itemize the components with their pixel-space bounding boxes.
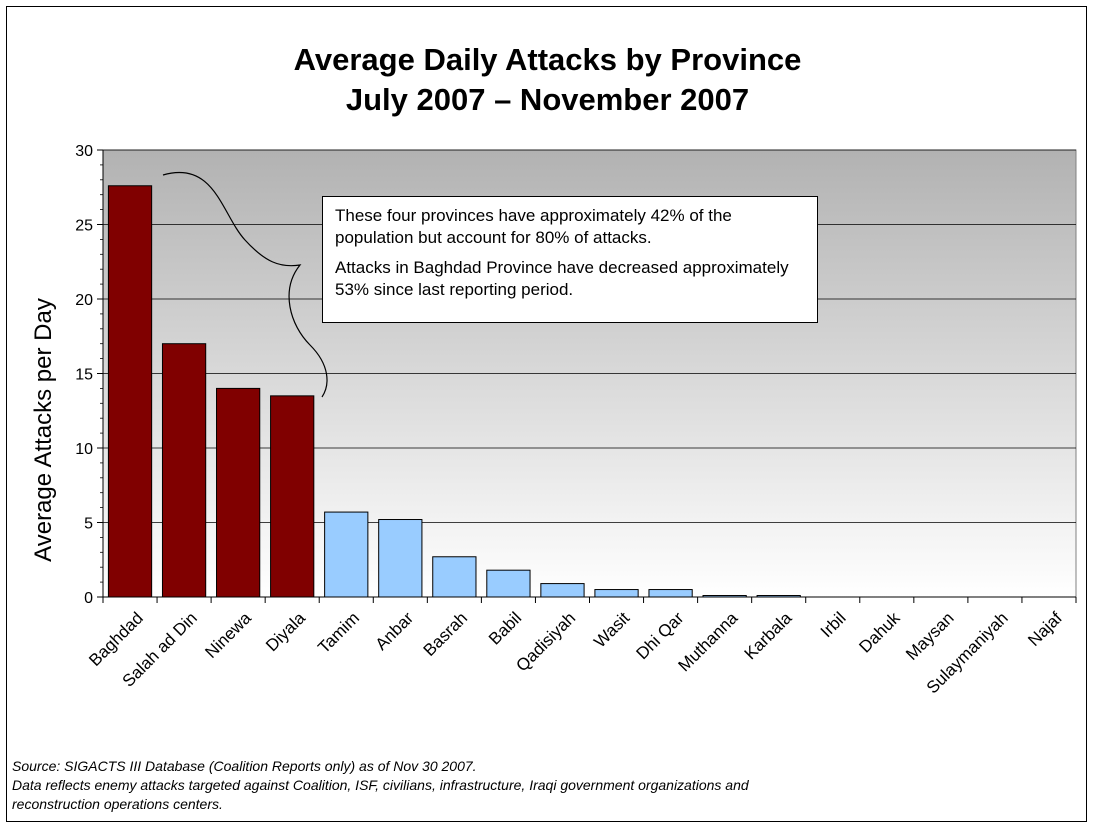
callout-brace xyxy=(162,172,328,398)
x-tick-label: Muthanna xyxy=(675,608,742,675)
y-tick-label: 5 xyxy=(84,516,93,533)
x-tick-label: Dahuk xyxy=(855,608,904,657)
y-tick-label: 30 xyxy=(75,143,93,160)
annotation-box: These four provinces have approximately … xyxy=(322,196,818,323)
y-tick-label: 10 xyxy=(75,441,93,458)
bar-diyala xyxy=(270,395,315,598)
x-tick-label: Anbar xyxy=(372,608,418,654)
x-tick-label: Babil xyxy=(485,608,525,648)
bar-babil xyxy=(486,569,531,598)
bar-dhi-qar xyxy=(648,589,693,598)
x-tick-label: Karbala xyxy=(741,608,796,663)
y-tick-label: 25 xyxy=(75,218,93,235)
annotation-line-1: These four provinces have approximately … xyxy=(335,206,732,247)
bar-baghdad xyxy=(107,185,153,598)
x-tick-label: Irbil xyxy=(817,608,850,641)
x-tick-label: Basrah xyxy=(420,608,472,660)
x-tick-label: Tamim xyxy=(314,608,363,657)
y-tick-label: 0 xyxy=(84,590,93,607)
bar-tamim xyxy=(324,511,369,598)
annotation-line-2: Attacks in Baghdad Province have decreas… xyxy=(335,258,789,299)
chart-title: Average Daily Attacks by Province xyxy=(293,42,802,77)
bar-anbar xyxy=(378,519,423,598)
y-tick-label: 20 xyxy=(75,292,93,309)
data-note-line-2: reconstruction operations centers. xyxy=(12,796,223,812)
source-note: Source: SIGACTS III Database (Coalition … xyxy=(12,758,477,774)
x-tick-label: Najaf xyxy=(1024,608,1066,650)
y-axis-label: Average Attacks per Day xyxy=(30,298,57,562)
chart-subtitle: July 2007 – November 2007 xyxy=(345,82,750,117)
bar-ninewa xyxy=(216,387,261,598)
x-tick-label: Maysan xyxy=(902,608,958,664)
x-tick-label: Wasit xyxy=(590,608,633,651)
x-tick-label: Qadisiyah xyxy=(512,608,579,675)
data-note-line-1: Data reflects enemy attacks targeted aga… xyxy=(12,777,749,793)
bar-basrah xyxy=(432,556,477,598)
x-tick-label: Ninewa xyxy=(201,608,255,662)
bar-qadisiyah xyxy=(540,583,585,598)
x-tick-label: Diyala xyxy=(262,608,309,655)
y-tick-label: 15 xyxy=(75,367,93,384)
bar-wasit xyxy=(594,589,639,598)
x-tick-label: Dhi Qar xyxy=(633,608,688,663)
bar-salah-ad-din xyxy=(161,343,207,598)
